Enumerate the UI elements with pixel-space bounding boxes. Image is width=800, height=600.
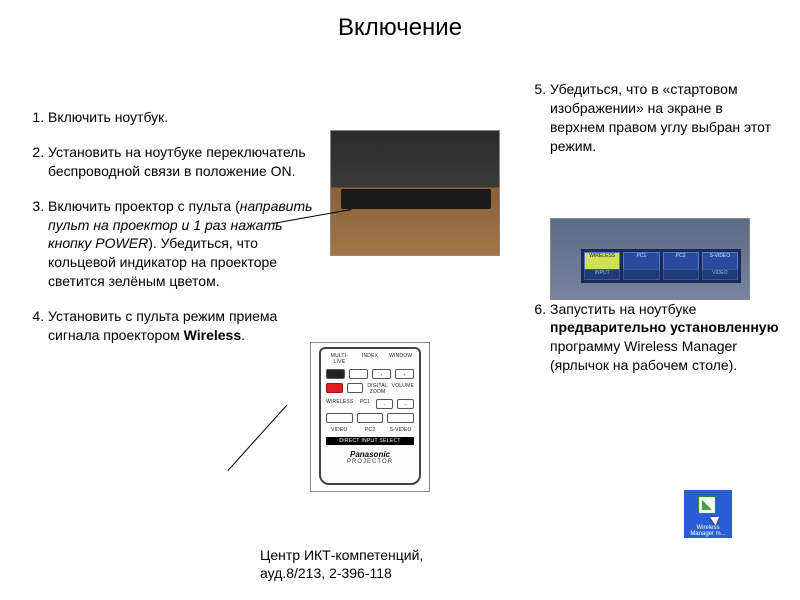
footer: Центр ИКТ-компетенций, ауд.8/213, 2-396-… bbox=[260, 546, 423, 582]
step-3: Включить проектор с пульта (направить пу… bbox=[48, 197, 318, 291]
rc-sub: PROJECTOR bbox=[321, 459, 419, 465]
remote-control-image: MULTI-LIVE INDEX WINDOW + + DIGITAL ZOOM… bbox=[310, 342, 430, 492]
callout-line-step4 bbox=[228, 405, 288, 471]
page-title: Включение bbox=[0, 0, 800, 42]
step-1: Включить ноутбук. bbox=[48, 108, 318, 127]
panel-btn-video: VIDEO bbox=[702, 269, 738, 280]
wireless-manager-icon: Wireless Manager m... bbox=[684, 490, 732, 538]
step-4: Установить с пульта режим приема сигнала… bbox=[48, 307, 318, 345]
step-5: Убедиться, что в «стартовом изображении»… bbox=[550, 80, 780, 156]
panel-buttons-row2: INPUT VIDEO bbox=[581, 269, 741, 283]
step-6-mid: программу Wireless Manager (ярлычок на р… bbox=[550, 338, 737, 373]
footer-line1: Центр ИКТ-компетенций, bbox=[260, 546, 423, 564]
rc-direct-input-bar: DIRECT INPUT SELECT bbox=[326, 437, 414, 445]
laptop-ports-photo bbox=[330, 130, 500, 256]
projector-panel-photo: WIRELESS PC1 PC2 S-VIDEO INPUT VIDEO bbox=[550, 218, 750, 300]
port-icons bbox=[351, 193, 437, 203]
wm-icon-label: Wireless Manager m... bbox=[684, 525, 732, 537]
step-6-pre: Запустить на ноутбуке bbox=[550, 301, 696, 317]
step-3-pre: Включить проектор с пульта ( bbox=[48, 198, 240, 214]
step-2: Установить на ноутбуке переключатель бес… bbox=[48, 143, 318, 181]
step-6: Запустить на ноутбуке предварительно уст… bbox=[550, 300, 780, 376]
rc-brand: Panasonic bbox=[321, 450, 419, 459]
left-steps-list: Включить ноутбук. Установить на ноутбуке… bbox=[28, 108, 318, 361]
wm-icon-graphic bbox=[698, 496, 716, 514]
rc-wireless-btn bbox=[326, 383, 343, 393]
rc-multilive bbox=[326, 369, 345, 379]
step-4-bold: Wireless bbox=[184, 327, 241, 343]
footer-line2: ауд.8/213, 2-396-118 bbox=[260, 564, 423, 582]
step-4-post: . bbox=[241, 327, 245, 343]
cursor-icon bbox=[710, 513, 722, 526]
panel-btn-input: INPUT bbox=[584, 269, 620, 280]
step-6-bold: предварительно установленную bbox=[550, 319, 779, 335]
